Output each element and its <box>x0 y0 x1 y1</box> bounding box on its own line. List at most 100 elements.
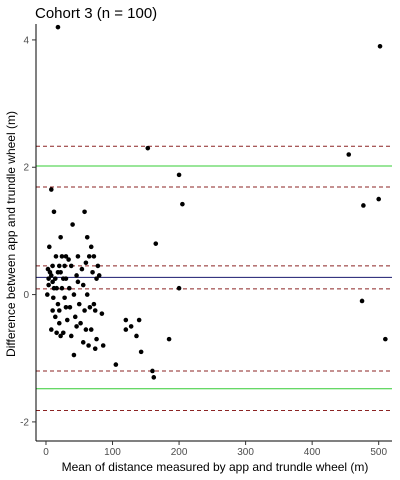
data-point <box>50 279 55 285</box>
data-point <box>51 295 56 301</box>
data-point <box>54 285 59 291</box>
data-point <box>74 273 79 278</box>
y-tick-label: 4 <box>23 35 29 46</box>
data-point <box>64 317 70 323</box>
data-point <box>180 201 185 207</box>
data-point <box>151 375 157 380</box>
data-point <box>92 308 98 313</box>
data-point <box>52 314 58 320</box>
data-point <box>59 285 65 291</box>
x-tick-label: 0 <box>43 447 49 458</box>
x-tick-label: 500 <box>370 447 387 458</box>
data-point <box>60 276 66 281</box>
data-point <box>78 320 83 326</box>
data-point <box>138 349 144 355</box>
data-point <box>91 301 97 307</box>
x-tick-label: 400 <box>304 447 321 458</box>
data-point <box>71 292 77 297</box>
data-point <box>54 330 59 336</box>
data-point <box>83 327 89 332</box>
data-point <box>72 314 78 320</box>
data-point <box>150 368 155 374</box>
data-point <box>376 196 381 202</box>
data-point <box>128 324 134 329</box>
data-point <box>79 266 85 272</box>
data-point <box>86 254 92 259</box>
data-point <box>75 279 81 285</box>
chart-title: Cohort 3 (n = 100) <box>35 5 157 22</box>
data-point <box>66 257 71 262</box>
data-point <box>88 244 94 250</box>
data-point <box>62 295 67 301</box>
data-point <box>87 305 93 310</box>
data-point <box>53 254 59 259</box>
data-point <box>75 254 81 259</box>
data-point <box>176 285 182 291</box>
data-point <box>80 282 86 288</box>
data-point <box>383 336 388 342</box>
y-axis-ticks: -2 0 2 4 <box>20 35 36 428</box>
data-point <box>66 285 72 291</box>
data-point <box>113 362 119 367</box>
x-tick-label: 100 <box>104 447 121 458</box>
data-point <box>55 301 61 307</box>
axes <box>35 24 392 442</box>
data-point <box>95 263 101 269</box>
data-point <box>63 305 69 310</box>
y-tick-label: 2 <box>23 163 29 174</box>
data-point <box>60 330 66 336</box>
data-point <box>99 311 105 316</box>
data-point <box>123 317 129 323</box>
data-point <box>82 308 87 313</box>
data-point <box>67 305 73 310</box>
data-point <box>56 320 62 326</box>
data-point <box>88 327 94 332</box>
data-point <box>58 234 63 240</box>
data-point <box>166 336 172 342</box>
data-point <box>46 282 51 288</box>
x-tick-label: 200 <box>171 447 188 458</box>
data-point <box>123 327 129 332</box>
data-point <box>59 254 65 259</box>
data-point <box>377 43 383 49</box>
data-point <box>71 352 77 358</box>
data-point <box>100 343 106 348</box>
y-axis-label: Difference between app and trundle wheel… <box>4 111 18 357</box>
y-tick-label: 0 <box>23 290 29 301</box>
y-tick-label: -2 <box>20 417 29 428</box>
data-point <box>58 333 63 339</box>
data-point <box>84 234 90 240</box>
data-point <box>52 276 58 281</box>
data-point <box>82 209 87 215</box>
data-points <box>45 24 388 380</box>
data-point <box>134 333 139 339</box>
data-point <box>62 263 67 269</box>
x-axis-label: Mean of distance measured by app and tru… <box>62 460 369 474</box>
data-point <box>145 145 151 151</box>
data-point <box>153 241 159 246</box>
data-point <box>84 292 90 297</box>
data-point <box>55 24 61 30</box>
data-point <box>136 317 142 323</box>
data-point <box>361 203 366 208</box>
data-point <box>346 152 352 157</box>
data-point <box>68 263 74 269</box>
data-point <box>96 273 102 278</box>
data-point <box>58 269 63 275</box>
data-point <box>176 172 182 178</box>
data-point <box>94 336 99 342</box>
data-point <box>86 343 91 348</box>
data-point <box>68 333 74 339</box>
data-point <box>83 260 89 266</box>
data-point <box>46 276 51 281</box>
data-point <box>47 244 52 250</box>
data-point <box>90 269 95 275</box>
data-point <box>49 187 54 192</box>
data-point <box>45 292 50 297</box>
data-point <box>92 346 98 351</box>
data-point <box>49 327 54 332</box>
data-point <box>63 254 69 259</box>
x-tick-label: 300 <box>237 447 254 458</box>
x-axis-ticks: 0 100 200 300 400 500 <box>43 441 387 458</box>
data-point <box>70 222 75 227</box>
